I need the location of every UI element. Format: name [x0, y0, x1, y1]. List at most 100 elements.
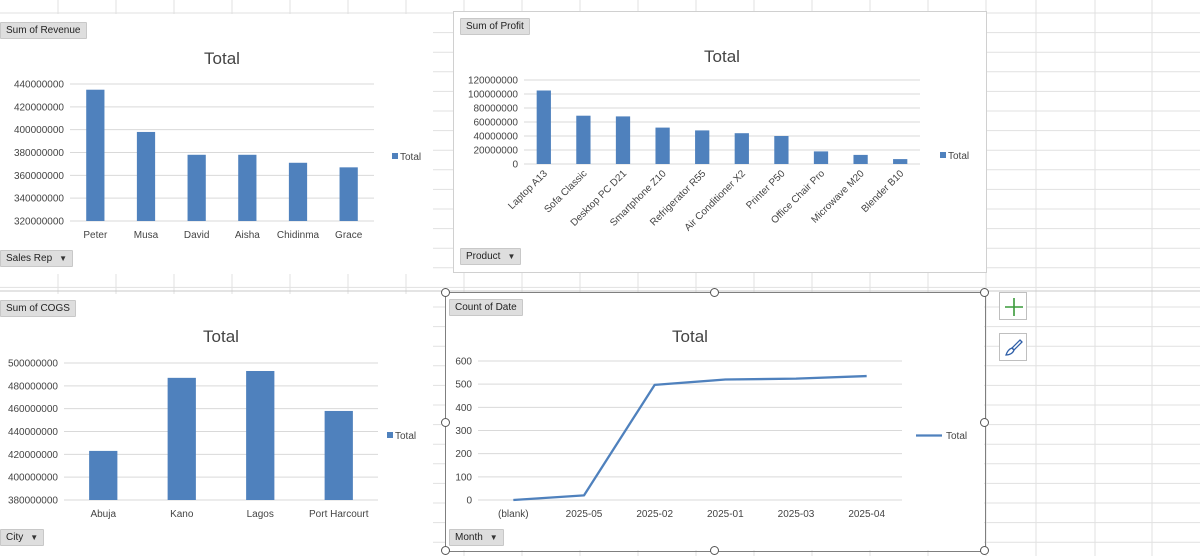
count-of-date-field-button[interactable]: Count of Date — [449, 299, 523, 316]
legend-label: Total — [395, 431, 416, 442]
bar — [89, 450, 118, 500]
y-tick-label: 400 — [455, 403, 472, 414]
city-field-button[interactable]: City ▼ — [0, 529, 45, 546]
field-button-label: Sum of Profit — [466, 21, 524, 32]
chart-elements-button[interactable] — [999, 292, 1027, 320]
x-tick-label: Abuja — [90, 509, 116, 520]
x-tick-label: Chidinma — [277, 230, 320, 241]
x-tick-label: Kano — [170, 509, 194, 520]
bar — [86, 89, 105, 221]
sum-of-profit-field-button[interactable]: Sum of Profit — [460, 18, 530, 35]
y-tick-label: 420000000 — [8, 450, 58, 461]
bar — [288, 162, 308, 221]
chart-styles-button[interactable] — [999, 333, 1027, 361]
y-tick-label: 40000000 — [474, 132, 519, 143]
y-tick-label: 300 — [455, 426, 472, 437]
month-field-button[interactable]: Month ▼ — [449, 529, 504, 546]
x-tick-label: 2025-02 — [636, 509, 673, 520]
y-tick-label: 80000000 — [474, 104, 519, 115]
bar — [655, 127, 670, 164]
triangle-down-icon: ▼ — [489, 533, 498, 542]
x-tick-label: (blank) — [498, 509, 529, 520]
paintbrush-icon — [1005, 339, 1023, 356]
y-tick-label: 440000000 — [8, 427, 58, 438]
triangle-down-icon: ▼ — [59, 254, 68, 263]
y-tick-label: 380000000 — [8, 496, 58, 507]
legend-label: Total — [946, 431, 967, 442]
bar — [339, 167, 358, 221]
product-field-button[interactable]: Product ▼ — [460, 248, 522, 265]
bar — [238, 154, 257, 221]
y-tick-label: 400000000 — [14, 125, 64, 136]
profit-chart-plot: Total 0 20000000 40000000 60000000 80000000 10… — [468, 47, 969, 234]
x-tick-label: David — [184, 230, 210, 241]
y-tick-label: 500 — [455, 380, 472, 391]
bar — [615, 116, 631, 164]
profit-chart[interactable]: Total 0 20000000 40000000 60000000 80000000 10… — [453, 11, 987, 273]
legend-label: Total — [948, 151, 969, 162]
y-tick-label: 20000000 — [474, 146, 519, 157]
resize-handle-left[interactable] — [441, 418, 450, 427]
x-tick-label: Blender B10 — [860, 168, 907, 215]
x-tick-label: Printer P50 — [744, 168, 787, 211]
legend-label: Total — [400, 152, 421, 163]
sum-of-cogs-field-button[interactable]: Sum of COGS — [0, 300, 76, 317]
field-button-label: City — [6, 532, 24, 543]
x-tick-label: Lagos — [247, 509, 274, 520]
resize-handle-top-right[interactable] — [980, 288, 989, 297]
y-tick-label: 400000000 — [8, 473, 58, 484]
chart-title: Total — [672, 327, 708, 346]
x-tick-label: Aisha — [235, 230, 260, 241]
y-tick-label: 100000000 — [468, 90, 518, 101]
bar — [167, 377, 196, 500]
field-button-label: Month — [455, 532, 483, 543]
bar — [246, 370, 275, 500]
triangle-down-icon: ▼ — [507, 252, 516, 261]
resize-handle-bottom[interactable] — [710, 546, 719, 555]
count-of-date-chart[interactable]: Total 0 100 200 300 400 500 600 (blank) 2025-05 20… — [445, 292, 984, 550]
y-tick-label: 0 — [512, 160, 518, 171]
x-tick-label: Peter — [83, 230, 108, 241]
y-tick-label: 460000000 — [8, 404, 58, 415]
y-tick-label: 360000000 — [14, 171, 64, 182]
y-tick-label: 200 — [455, 449, 472, 460]
bar — [695, 130, 710, 164]
resize-handle-top-left[interactable] — [441, 288, 450, 297]
legend-swatch — [940, 152, 946, 158]
y-tick-label: 100 — [455, 472, 472, 483]
x-tick-label: Grace — [335, 230, 363, 241]
resize-handle-bottom-right[interactable] — [980, 546, 989, 555]
resize-handle-right[interactable] — [980, 418, 989, 427]
x-tick-label: Port Harcourt — [309, 509, 369, 520]
y-tick-label: 120000000 — [468, 76, 518, 87]
bar — [187, 154, 206, 221]
bar — [813, 151, 829, 164]
y-tick-label: 0 — [466, 496, 472, 507]
field-button-label: Sum of Revenue — [6, 25, 81, 36]
y-tick-label: 320000000 — [14, 217, 64, 228]
bar — [774, 136, 789, 164]
resize-handle-bottom-left[interactable] — [441, 546, 450, 555]
y-tick-label: 480000000 — [8, 381, 58, 392]
plus-icon — [1005, 298, 1023, 316]
revenue-chart[interactable]: Total 320000000 340000000 360000000 38000000… — [0, 14, 433, 274]
chart-title: Total — [203, 327, 239, 346]
count-of-date-chart-plot: Total 0 100 200 300 400 500 600 (blank) 2025-05 20… — [455, 327, 967, 520]
resize-handle-top[interactable] — [710, 288, 719, 297]
bar — [136, 131, 156, 221]
cogs-chart[interactable]: Total 380000000 400000000 420000000 44000000… — [0, 294, 433, 556]
sum-of-revenue-field-button[interactable]: Sum of Revenue — [0, 22, 87, 39]
y-tick-label: 340000000 — [14, 194, 64, 205]
series-line — [513, 374, 867, 502]
triangle-down-icon: ▼ — [30, 533, 39, 542]
chart-title: Total — [704, 47, 740, 66]
field-button-label: Sum of COGS — [6, 303, 70, 314]
sales-rep-field-button[interactable]: Sales Rep ▼ — [0, 250, 74, 267]
x-tick-label: 2025-05 — [566, 509, 603, 520]
x-tick-label: 2025-04 — [848, 509, 885, 520]
cogs-chart-plot: Total 380000000 400000000 420000000 44000000… — [8, 327, 416, 520]
bar — [576, 115, 591, 164]
x-tick-label: 2025-01 — [707, 509, 744, 520]
field-button-label: Count of Date — [455, 302, 517, 313]
bar — [734, 133, 749, 164]
